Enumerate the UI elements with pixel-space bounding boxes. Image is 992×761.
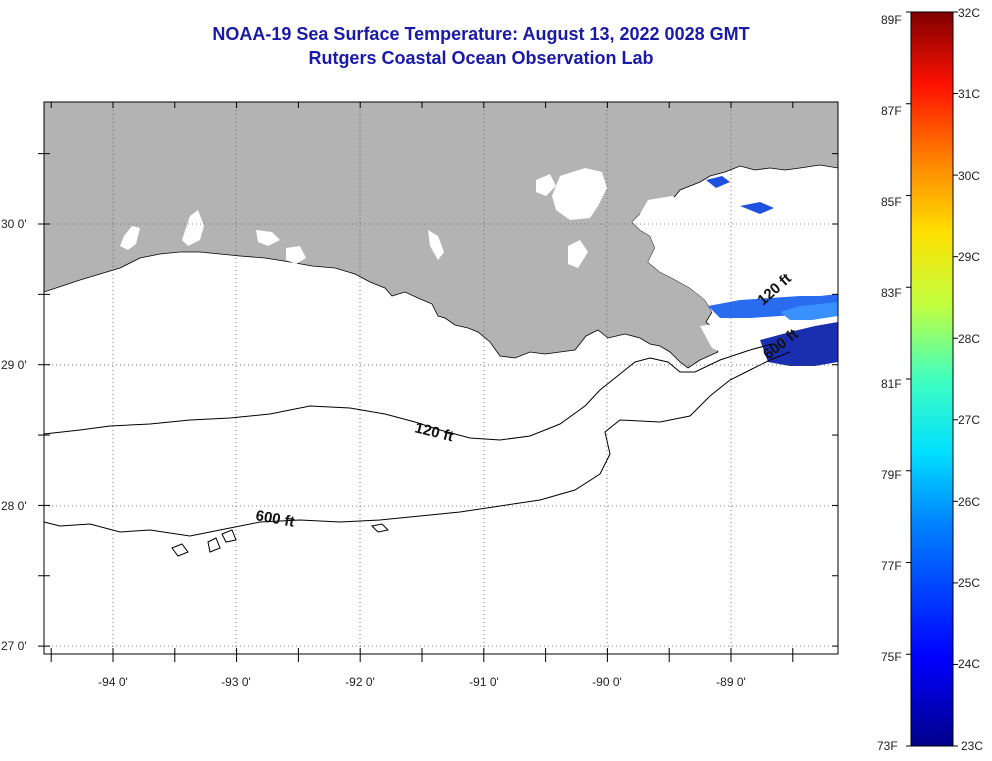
cloud-patch [700, 322, 780, 360]
sst-patch [780, 302, 838, 320]
sst-patch [740, 202, 774, 214]
colorbar-c-label: 27C [958, 413, 980, 427]
map-subtitle: Rutgers Coastal Ocean Observation Lab [308, 48, 654, 68]
colorbar-ticks [906, 11, 958, 747]
cloud-patch [632, 182, 838, 320]
colorbar-f-label: 87F [881, 104, 902, 118]
colorbar-f-label: 73F [877, 739, 898, 753]
cloud-patch [256, 230, 280, 246]
colorbar-c-label: 23C [961, 739, 983, 753]
lon-label: -90 0' [592, 675, 622, 689]
colorbar-c-label: 24C [958, 657, 980, 671]
contour-600ft [43, 351, 791, 537]
colorbar-f-label: 75F [881, 650, 902, 664]
map-ticks [38, 102, 838, 662]
colorbar-c-label: 25C [958, 576, 980, 590]
cloud-patch [552, 168, 607, 220]
colorbar-f-label: 77F [881, 559, 902, 573]
lat-label: 29 0' [1, 358, 27, 372]
lon-label: -91 0' [469, 675, 499, 689]
lon-label: -92 0' [345, 675, 375, 689]
colorbar [910, 11, 954, 747]
colorbar-c-label: 30C [958, 169, 980, 183]
colorbar-c-label: 31C [958, 87, 980, 101]
land-area [44, 102, 838, 369]
contour-fragment [171, 523, 390, 557]
lon-label: -89 0' [716, 675, 746, 689]
lat-label: 30 0' [1, 217, 27, 231]
graticule [44, 102, 838, 654]
contour-label-600: 600 ft [254, 507, 296, 531]
colorbar-f-label: 89F [881, 13, 902, 27]
colorbar-f-label: 83F [881, 286, 902, 300]
colorbar-f-label: 85F [881, 195, 902, 209]
cloud-patch [120, 226, 140, 250]
colorbar-c-label: 29C [958, 250, 980, 264]
sst-patch [760, 322, 838, 366]
lon-label: -94 0' [98, 675, 128, 689]
cloud-patch [286, 246, 306, 264]
cloud-patch [428, 230, 444, 260]
lat-label: 28 0' [1, 499, 27, 513]
map-title: NOAA-19 Sea Surface Temperature: August … [212, 24, 750, 44]
colorbar-c-label: 32C [958, 6, 980, 20]
colorbar-c-label: 28C [958, 332, 980, 346]
cloud-patch [536, 174, 556, 196]
colorbar-c-label: 26C [958, 495, 980, 509]
lon-label: -93 0' [221, 675, 251, 689]
sst-patch [706, 176, 730, 188]
lat-label: 27 0' [1, 639, 27, 653]
cloud-patch [182, 210, 204, 246]
contour-120ft [43, 343, 773, 441]
map-frame [43, 101, 839, 655]
cloud-patch [568, 240, 588, 268]
colorbar-f-label: 79F [881, 468, 902, 482]
colorbar-f-label: 81F [881, 377, 902, 391]
